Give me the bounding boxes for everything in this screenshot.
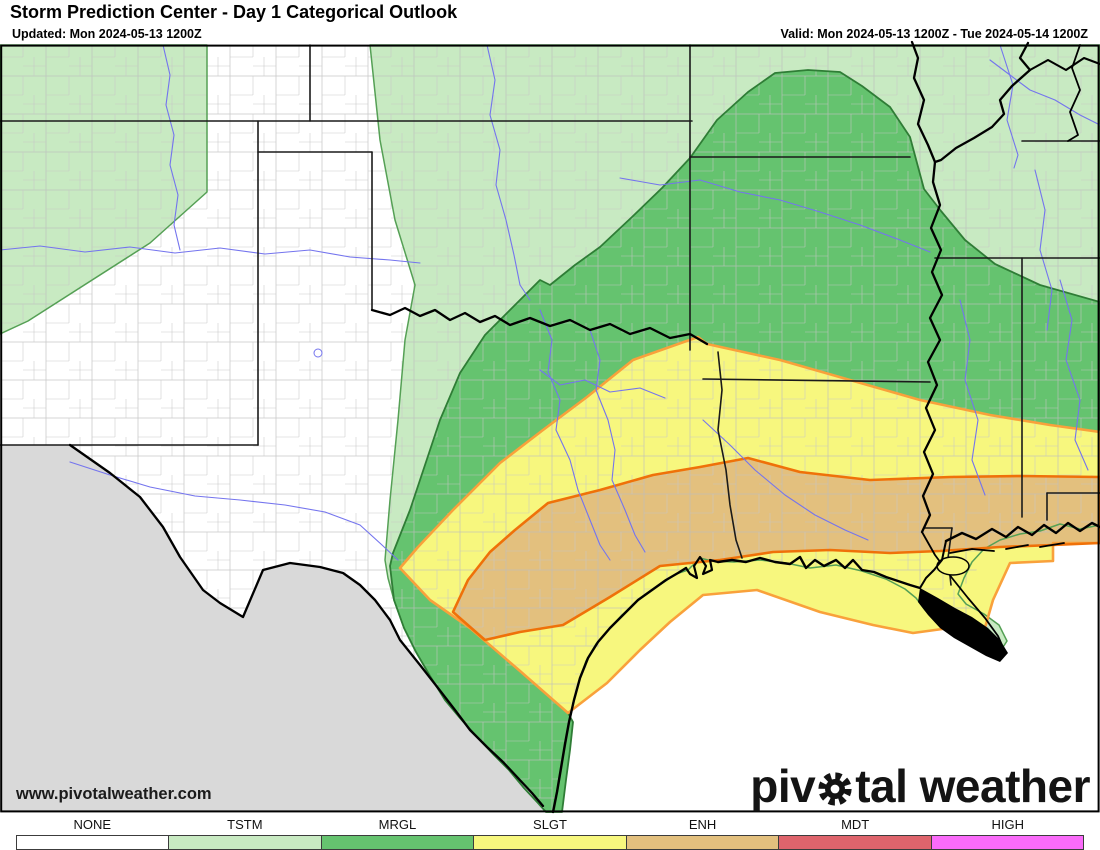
coast-la-ms-link xyxy=(919,540,947,589)
coast-delta-marsh xyxy=(918,588,1008,662)
river-ohio xyxy=(933,41,1032,164)
islands-1 xyxy=(949,548,995,554)
logo-text-right: tal weather xyxy=(855,760,1090,812)
lake-small xyxy=(313,348,323,358)
river-tennessee xyxy=(1067,44,1081,142)
river-mississippi xyxy=(920,160,944,534)
river-red xyxy=(370,306,709,346)
coast-galveston xyxy=(684,555,720,580)
legend-color-bar xyxy=(16,835,1084,850)
gear-icon xyxy=(818,772,852,806)
coast-ms-al xyxy=(944,521,1100,543)
river-yazoo xyxy=(1034,169,1053,331)
risk-legend: NONE TSTM MRGL SLGT ENH MDT HIGH xyxy=(16,817,1084,850)
outline-slgt xyxy=(398,335,1100,715)
valid-timestamp: Valid: Mon 2024-05-13 1200Z - Tue 2024-0… xyxy=(780,27,1088,41)
river-ohio-up xyxy=(1028,56,1100,72)
legend-labels-row: NONE TSTM MRGL SLGT ENH MDT HIGH xyxy=(16,817,1084,832)
map-frame xyxy=(0,44,1100,813)
legend-label-none: NONE xyxy=(73,817,112,832)
legend-swatch-mdt xyxy=(779,836,932,849)
river-rio-grande xyxy=(68,443,545,808)
border-tx-la xyxy=(717,351,743,559)
legend-label-tstm: TSTM xyxy=(227,817,263,832)
legend-label-mdt: MDT xyxy=(841,817,870,832)
legend-swatch-mrgl xyxy=(321,836,475,849)
river-brazos xyxy=(539,309,611,561)
river-ky2 xyxy=(989,59,1100,126)
river-trinity xyxy=(589,329,646,553)
river-ky1 xyxy=(999,44,1019,169)
river-alabama xyxy=(1059,279,1089,471)
updated-timestamp: Updated: Mon 2024-05-13 1200Z xyxy=(12,27,202,41)
legend-label-enh: ENH xyxy=(688,817,717,832)
river-red-la xyxy=(702,419,869,541)
coast-tx-la xyxy=(716,555,922,590)
islands-2 xyxy=(1005,544,1029,550)
legend-label-mrgl: MRGL xyxy=(378,817,417,832)
river-ms-state xyxy=(959,299,986,496)
mexico-area xyxy=(0,445,546,812)
website-url: www.pivotalweather.com xyxy=(16,785,212,803)
legend-swatch-enh xyxy=(626,836,780,849)
river-ntx xyxy=(539,369,666,399)
logo-text-left: piv xyxy=(750,760,816,812)
legend-label-slgt: SLGT xyxy=(533,817,567,832)
river-pecos xyxy=(69,461,399,561)
legend-swatch-tstm xyxy=(169,836,322,849)
legend-label-high: HIGH xyxy=(991,817,1025,832)
outline-enh xyxy=(451,456,1100,642)
river-canadian xyxy=(486,44,531,301)
river-mississippi-upper xyxy=(910,40,937,164)
legend-swatch-slgt xyxy=(474,836,627,849)
pivotal-weather-logo: piv tal weather xyxy=(750,763,1090,809)
islands-3 xyxy=(1039,542,1065,548)
border-ar-la xyxy=(702,378,931,383)
coast-tx xyxy=(551,566,688,814)
river-ms-delta xyxy=(921,531,1006,653)
river-arkansas xyxy=(619,177,931,253)
page-title: Storm Prediction Center - Day 1 Categori… xyxy=(10,2,458,22)
legend-swatch-none xyxy=(17,836,170,849)
legend-swatch-high xyxy=(931,836,1083,849)
river-nm xyxy=(162,44,181,251)
river-west-tx xyxy=(0,245,421,264)
